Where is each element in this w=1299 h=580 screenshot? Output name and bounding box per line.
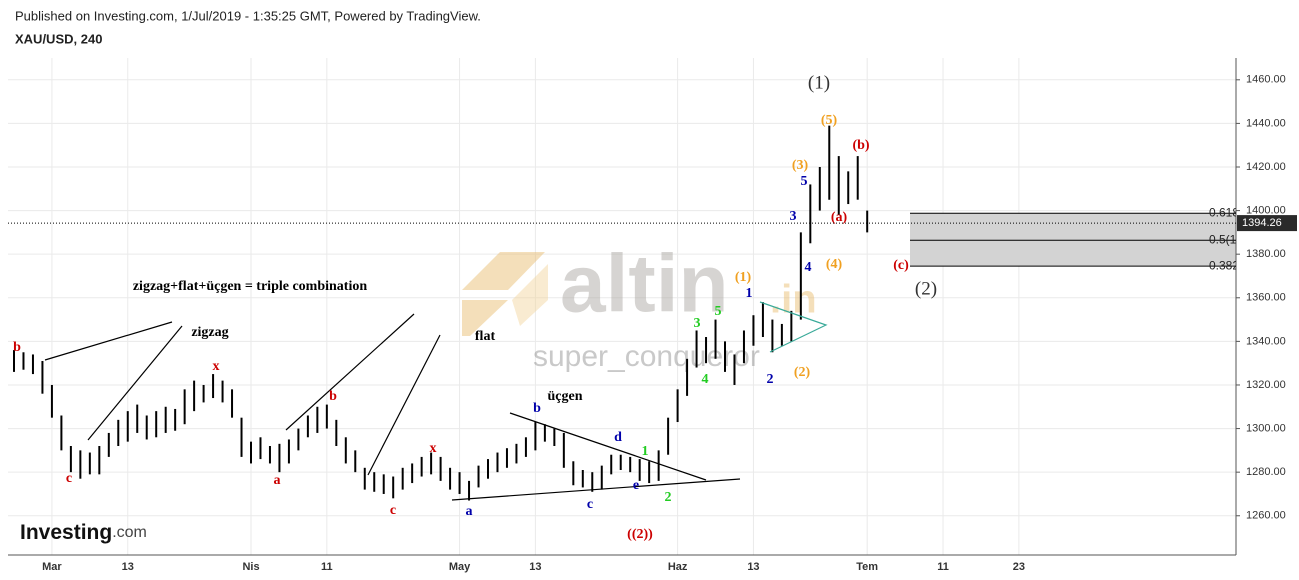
y-tick-label: 1280.00	[1246, 466, 1286, 478]
x-tick-label: 11	[937, 561, 949, 573]
header: Published on Investing.com, 1/Jul/2019 -…	[15, 8, 481, 23]
annotation: a	[274, 473, 281, 488]
annotation: zigzag+flat+üçgen = triple combination	[133, 279, 368, 294]
annotation: x	[430, 441, 437, 456]
bars	[13, 125, 869, 501]
annotation: (c)	[893, 258, 909, 273]
annotation: d	[614, 430, 622, 445]
annotation: zigzag	[191, 325, 228, 340]
y-tick-label: 1260.00	[1246, 510, 1286, 522]
logo-domain: .com	[112, 524, 147, 541]
annotation: (4)	[826, 257, 843, 272]
y-tick-label: 1340.00	[1246, 335, 1286, 347]
annotation: (1)	[808, 72, 830, 93]
annotation: b	[533, 401, 541, 416]
grid	[8, 58, 1236, 555]
annotation: e	[633, 478, 639, 493]
annotation: (b)	[852, 138, 869, 153]
annotation: 3	[790, 209, 797, 224]
logo-main: Investing	[20, 521, 112, 544]
last-price-box	[1237, 215, 1297, 232]
fib-levels: 0.618 0.5(1 0.382	[910, 205, 1239, 272]
x-tick-label: 13	[529, 561, 541, 573]
trend-line	[44, 321, 173, 361]
annotation: a	[466, 504, 473, 519]
annotation: 2	[665, 490, 672, 505]
annotation: 4	[805, 260, 812, 275]
y-tick-label: 1460.00	[1246, 74, 1286, 86]
annotation: (1)	[735, 270, 752, 285]
y-tick-label: 1440.00	[1246, 117, 1286, 129]
x-tick-label: 13	[747, 561, 759, 573]
annotation: üçgen	[548, 389, 583, 404]
x-tick-label: 23	[1013, 561, 1025, 573]
watermark: altin .in super_conqueror	[462, 239, 817, 373]
y-tick-label: 1300.00	[1246, 422, 1286, 434]
annotation: (3)	[792, 158, 809, 173]
annotation: ((2))	[627, 527, 653, 542]
annotation: (2)	[794, 365, 811, 380]
watermark-domain: .in	[770, 278, 817, 322]
annotation: 1	[642, 444, 649, 459]
annotation: 1	[746, 286, 753, 301]
x-tick-label: Nis	[242, 561, 259, 573]
y-tick-label: 1360.00	[1246, 292, 1286, 304]
fib-label: 0.382	[1209, 258, 1239, 272]
last-price-label: 1394.26	[1242, 217, 1282, 229]
annotation: (2)	[915, 278, 937, 299]
annotations: b c zigzag+flat+üçgen = triple combinati…	[13, 72, 937, 542]
annotation: 2	[767, 372, 774, 387]
annotation: c	[66, 471, 72, 486]
annotation: b	[329, 389, 337, 404]
annotation: 4	[702, 372, 709, 387]
x-tick-label: May	[449, 561, 471, 573]
wave-lines	[44, 313, 741, 501]
annotation: x	[213, 359, 220, 374]
annotation: flat	[475, 329, 496, 344]
logo: Investing.com	[20, 521, 147, 544]
trend-line	[451, 478, 741, 501]
annotation: 3	[694, 316, 701, 331]
trend-line	[285, 313, 415, 431]
x-tick-label: Mar	[42, 561, 62, 573]
y-tick-label: 1380.00	[1246, 248, 1286, 260]
annotation: (a)	[831, 210, 848, 225]
watermark-name: altin	[560, 239, 729, 330]
chart-title: XAU/USD, 240	[15, 31, 102, 46]
fib-label: 0.618	[1209, 205, 1239, 219]
triangle	[759, 301, 828, 353]
x-tick-label: 11	[321, 561, 333, 573]
x-tick-label: 13	[122, 561, 134, 573]
annotation: 5	[715, 304, 722, 319]
y-tick-label: 1420.00	[1246, 161, 1286, 173]
x-tick-label: Tem	[856, 561, 878, 573]
trend-line	[367, 334, 441, 476]
annotation: c	[390, 503, 396, 518]
watermark-author: super_conqueror	[533, 340, 760, 373]
trend-line	[509, 412, 707, 481]
y-tick-label: 1400.00	[1246, 204, 1286, 216]
y-tick-label: 1320.00	[1246, 379, 1286, 391]
fib-zone	[910, 213, 1236, 267]
annotation: (5)	[821, 113, 838, 128]
annotation: b	[13, 340, 21, 355]
annotation: 5	[801, 174, 808, 189]
fib-label: 0.5(1	[1209, 232, 1237, 246]
x-tick-label: Haz	[668, 561, 688, 573]
trend-line	[87, 325, 183, 441]
annotation: c	[587, 497, 593, 512]
